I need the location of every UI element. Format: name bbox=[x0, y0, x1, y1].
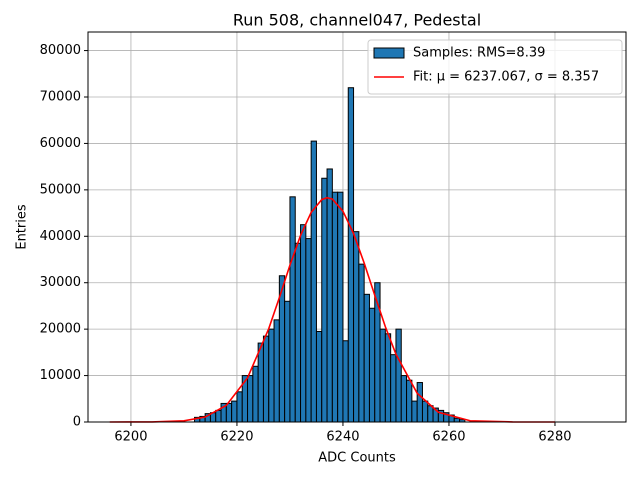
y-tick-label: 10000 bbox=[40, 368, 81, 383]
bar bbox=[273, 319, 280, 423]
bar bbox=[326, 168, 333, 423]
bar bbox=[231, 400, 238, 423]
legend-box bbox=[367, 39, 623, 95]
bar bbox=[416, 382, 423, 423]
y-tick-label: 0 bbox=[73, 415, 81, 430]
bar bbox=[289, 196, 296, 423]
x-tick-label: 6280 bbox=[538, 430, 571, 445]
y-tick-label: 40000 bbox=[40, 229, 81, 244]
x-tick-label: 6220 bbox=[220, 430, 253, 445]
chart-title: Run 508, channel047, Pedestal bbox=[233, 11, 481, 30]
legend-swatch bbox=[373, 47, 405, 59]
bar bbox=[225, 402, 233, 423]
x-tick-label: 6240 bbox=[326, 430, 359, 445]
legend-label: Fit: μ = 6237.067, σ = 8.357 bbox=[413, 70, 599, 85]
bar bbox=[363, 293, 370, 423]
y-tick-label: 30000 bbox=[40, 275, 81, 290]
y-tick-label: 50000 bbox=[40, 182, 81, 197]
fit-line bbox=[109, 196, 555, 423]
y-axis-label: Entries bbox=[15, 204, 30, 250]
axes-frame bbox=[87, 31, 627, 423]
x-tick-label: 6200 bbox=[114, 430, 147, 445]
bar bbox=[262, 335, 270, 423]
bar bbox=[331, 191, 339, 423]
bar bbox=[247, 375, 254, 423]
bar bbox=[347, 87, 355, 423]
x-axis-label: ADC Counts bbox=[318, 451, 396, 466]
bar bbox=[395, 328, 402, 423]
bar bbox=[294, 242, 302, 423]
bar bbox=[300, 224, 307, 423]
bar bbox=[406, 379, 413, 423]
bar bbox=[358, 263, 365, 423]
bar bbox=[321, 177, 328, 423]
bar bbox=[427, 405, 434, 423]
bar bbox=[411, 400, 418, 423]
bar bbox=[305, 238, 312, 423]
bar bbox=[342, 340, 349, 423]
bar bbox=[368, 307, 376, 423]
y-tick-label: 80000 bbox=[40, 43, 81, 58]
bar bbox=[284, 300, 291, 423]
bar bbox=[215, 409, 222, 423]
bar bbox=[252, 365, 259, 423]
bar bbox=[453, 417, 461, 423]
bar bbox=[384, 333, 392, 423]
bar bbox=[315, 330, 323, 423]
bar bbox=[257, 342, 264, 423]
bar bbox=[337, 191, 344, 423]
bar bbox=[390, 354, 397, 423]
y-tick-label: 70000 bbox=[40, 90, 81, 105]
bar bbox=[379, 328, 386, 423]
bar bbox=[268, 328, 275, 423]
bar bbox=[400, 375, 408, 423]
bar bbox=[310, 140, 317, 423]
x-tick-label: 6260 bbox=[432, 430, 465, 445]
y-tick-label: 20000 bbox=[40, 322, 81, 337]
bar bbox=[421, 400, 429, 423]
legend-label: Samples: RMS=8.39 bbox=[413, 46, 545, 61]
bar bbox=[236, 391, 243, 423]
bar bbox=[353, 231, 360, 423]
y-tick-label: 60000 bbox=[40, 136, 81, 151]
